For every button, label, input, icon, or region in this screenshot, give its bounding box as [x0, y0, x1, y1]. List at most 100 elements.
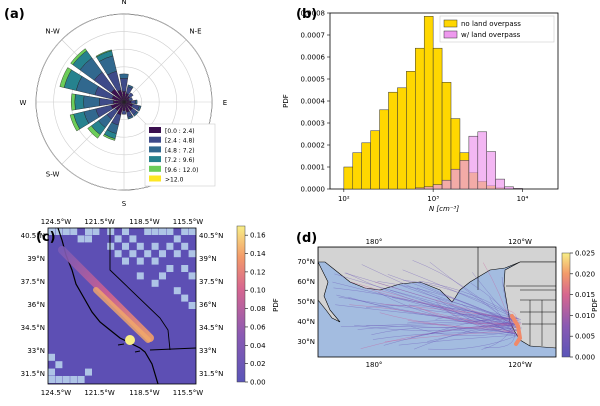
legend-label: [2.4 : 4.8) — [165, 138, 195, 145]
land-cell — [188, 272, 196, 280]
y-tick-label: 0.0005 — [301, 76, 326, 84]
land-cell — [55, 376, 63, 383]
x-tick-bottom: 118.5°W — [129, 389, 160, 397]
colorbar-tick-label: 0.14 — [250, 250, 266, 258]
trajectory — [350, 281, 517, 329]
wind-bar — [121, 110, 127, 115]
panel-d-label: (d) — [296, 231, 317, 246]
land-cell — [62, 228, 70, 235]
trajectory — [383, 324, 519, 346]
y-tick-right: 40.5°N — [199, 232, 223, 240]
y-tick-label: 0.0004 — [301, 98, 326, 106]
wind-bar — [71, 93, 76, 111]
trajectory — [411, 326, 513, 336]
trajectory — [410, 329, 520, 338]
hist-bar — [361, 142, 371, 190]
trajectory-tracks — [332, 260, 523, 350]
land-cell — [85, 368, 92, 376]
legend-label: [9.6 : 12.0) — [165, 167, 198, 174]
hist-bar — [406, 71, 416, 190]
map-area — [318, 247, 556, 357]
y-tick-right: 34.5°N — [199, 324, 223, 332]
x-tick-bottom: 124.5°W — [41, 389, 72, 397]
x-tick-label: 10² — [338, 195, 350, 203]
land-cell — [144, 228, 152, 235]
land-cell — [173, 235, 181, 243]
colorbar-tick-label: 0.025 — [575, 250, 595, 258]
wind-bar — [83, 95, 100, 109]
heatmap-frame — [47, 227, 197, 385]
legend-swatch — [149, 156, 161, 163]
trajectory — [402, 269, 519, 320]
wind-bar — [127, 84, 134, 89]
x-tick-bottom: 120°W — [508, 361, 532, 369]
land-cell — [48, 228, 55, 235]
y-tick-left: 40.5°N — [21, 232, 45, 240]
land-cell — [136, 242, 144, 250]
legend-swatch — [443, 30, 458, 39]
colorbar-tick-label: 0.00 — [250, 379, 266, 387]
panel-a: (a) N N-E E S S-W W N-W [0.0 : 2.4) [2.4 : 4.8)… — [4, 0, 227, 208]
y-tick-left: 39°N — [27, 255, 45, 263]
y-tick-label: 0.0000 — [301, 186, 326, 194]
y-tick-right: 39°N — [199, 255, 217, 263]
wind-bar — [59, 67, 72, 88]
y-tick-left: 33°N — [27, 347, 45, 355]
source-hotspot — [510, 314, 523, 346]
heatmap-area — [47, 227, 197, 385]
hist-bar — [477, 131, 487, 190]
land-cell — [122, 242, 129, 250]
wind-bar — [127, 115, 134, 120]
legend-swatch — [149, 127, 161, 133]
colorbar-tick-label: 0.10 — [250, 287, 266, 295]
colorbar-c-ticks: 0.00 0.02 0.04 0.06 0.08 0.10 0.12 0.14 0.16 — [245, 232, 266, 387]
land-cell — [136, 272, 144, 280]
hist-bar — [495, 178, 505, 190]
polar-spoke — [123, 39, 187, 103]
x-tick-bottom: 121.5°W — [84, 389, 115, 397]
y-tick-right: 31.5°N — [199, 370, 223, 378]
land-cell — [136, 257, 144, 265]
x-tick-bottom: 115.5°W — [173, 389, 204, 397]
legend-swatch — [149, 165, 161, 172]
land-cell — [122, 257, 129, 265]
wind-rose: N N-E E S S-W W N-W — [20, 0, 228, 208]
hist-bar — [513, 188, 523, 190]
wind-bar — [133, 111, 139, 117]
x-tick-top: 120°W — [508, 238, 532, 246]
y-tick-left: 36°N — [27, 301, 45, 309]
land-cell — [48, 368, 55, 376]
colorbar-tick-label: 0.005 — [575, 333, 595, 341]
hist-bar — [441, 82, 452, 190]
hist-bar — [388, 91, 398, 190]
land-cell — [114, 250, 122, 258]
hist-bar — [504, 186, 514, 190]
land-cell — [62, 376, 70, 383]
x-tick-top: 180° — [366, 238, 383, 246]
panel-b: (b) 0.0000 0.0001 0.0002 0.0003 0.0004 0.0005… — [282, 7, 559, 213]
trajectory — [398, 334, 521, 346]
wind-bar — [128, 97, 133, 102]
land-cell — [159, 250, 166, 258]
x-tick-top: 115.5°W — [173, 218, 204, 226]
land-cell — [151, 242, 159, 250]
x-tick-top: 124.5°W — [41, 218, 72, 226]
land-cell — [181, 265, 189, 272]
y-tick: 30°N — [297, 338, 315, 346]
land-cell — [55, 361, 63, 369]
colorbar-c-label: PDF — [272, 298, 280, 312]
land-cell — [159, 228, 166, 235]
land-cell — [159, 272, 166, 280]
colorbar-tick-label: 0.000 — [575, 354, 595, 362]
direction-label: E — [223, 99, 227, 107]
state-borders — [506, 285, 556, 346]
trajectory — [435, 299, 513, 325]
trajectory — [449, 304, 514, 335]
y-tick-left: 37.5°N — [21, 278, 45, 286]
wind-bar — [127, 92, 134, 99]
trajectory — [407, 320, 513, 333]
plume — [58, 246, 154, 342]
colorbar-tick-label: 0.015 — [575, 291, 595, 299]
panel-c-label: (c) — [36, 230, 56, 245]
